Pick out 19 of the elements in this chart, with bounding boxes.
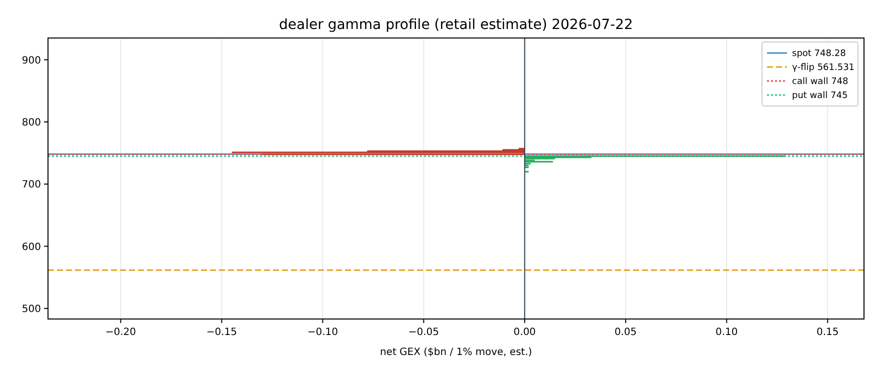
x-tick-label: 0.00 (514, 327, 536, 338)
x-tick-label: −0.10 (307, 327, 338, 338)
x-tick-label: −0.05 (408, 327, 440, 338)
y-tick-label: 800 (22, 117, 41, 128)
y-tick-label: 500 (22, 304, 41, 315)
x-tick-label: 0.10 (716, 327, 738, 338)
y-tick-label: 700 (22, 180, 41, 191)
chart-title: dealer gamma profile (retail estimate) 2026-07-22 (279, 17, 633, 33)
legend-label: put wall 745 (792, 91, 848, 101)
x-tick-label: 0.15 (816, 327, 839, 338)
x-tick-label: −0.15 (206, 327, 238, 338)
x-tick-label: 0.05 (614, 327, 637, 338)
legend-label: γ-flip 561.531 (792, 63, 855, 73)
legend-label: spot 748.28 (792, 49, 846, 59)
x-axis-title: net GEX ($bn / 1% move, est.) (380, 347, 532, 358)
x-tick-label: −0.20 (105, 327, 136, 338)
y-tick-label: 900 (22, 55, 41, 66)
y-tick-label: 600 (22, 242, 41, 253)
legend-label: call wall 748 (792, 77, 849, 87)
